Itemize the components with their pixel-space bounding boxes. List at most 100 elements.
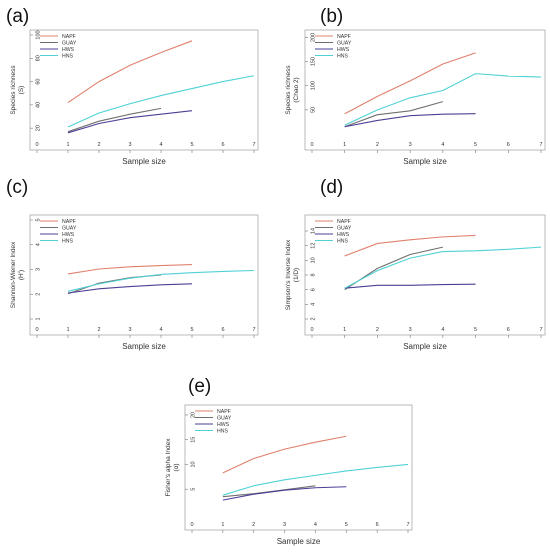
legend-entry: NAPF <box>62 219 76 225</box>
legend-entry: HNS <box>337 53 348 59</box>
y-axis-label-line: (Chao 2) <box>293 77 300 102</box>
series-line-napf <box>344 52 476 115</box>
x-tick-label: 5 <box>474 327 477 333</box>
y-tick-label: 20 <box>35 125 41 131</box>
panel-a: (a) 0 1 2 3 4 5 6 7 Sample size 20 40 60 80 100 Species… <box>6 6 259 166</box>
series-line-hws <box>344 283 476 289</box>
x-tick-label: 2 <box>376 142 379 148</box>
x-tick-label: 3 <box>128 327 131 333</box>
plot-frame <box>304 29 546 151</box>
y-axis-label: Species richness(Chao 2) <box>285 65 300 115</box>
x-tick-label: 4 <box>441 327 444 333</box>
plot-frame <box>29 29 259 151</box>
legend-entry: HWS <box>62 47 75 53</box>
legend-entry: HWS <box>337 47 350 53</box>
y-tick-label: 10 <box>310 257 316 263</box>
legend-entry: GUAY <box>337 40 352 46</box>
legend-entry: HNS <box>62 238 73 244</box>
legend-entry: GUAY <box>62 40 77 46</box>
panel-label: (e) <box>188 376 211 397</box>
series-line-hws <box>67 110 193 134</box>
y-axis-label-line: Fisher's alpha Index <box>165 438 172 497</box>
series-line-hns <box>67 75 255 128</box>
y-axis-label-line: (H') <box>18 270 25 280</box>
x-tick-label: 1 <box>66 327 69 333</box>
x-tick-label: 5 <box>474 142 477 148</box>
x-tick-label: 3 <box>409 327 412 333</box>
series-line-napf <box>222 435 347 474</box>
y-tick-label: 60 <box>35 79 41 85</box>
x-axis-label: Sample size <box>277 537 321 546</box>
y-tick-label: 14 <box>310 228 316 234</box>
x-tick-label: 6 <box>507 142 510 148</box>
legend-entry: HNS <box>217 428 228 434</box>
x-tick-label: 3 <box>283 522 286 528</box>
y-tick-label: 50 <box>310 107 316 113</box>
panel-b: (b) 0 1 2 3 4 5 6 7 Sample size 50 100 150 200 Species… <box>285 6 546 166</box>
x-tick-label: 7 <box>539 327 542 333</box>
x-tick-label: 1 <box>343 142 346 148</box>
x-tick-label: 6 <box>507 327 510 333</box>
y-tick-label: 2 <box>35 293 41 296</box>
x-tick-label: 0 <box>310 327 313 333</box>
y-axis-label: Simpson's Inverse Index(1/D) <box>285 239 300 310</box>
y-tick-label: 20 <box>190 412 196 418</box>
y-axis-label-line: (α) <box>173 463 180 471</box>
x-tick-label: 6 <box>221 142 224 148</box>
x-tick-label: 0 <box>35 327 38 333</box>
y-tick-label: 150 <box>310 57 316 66</box>
x-tick-label: 0 <box>190 522 193 528</box>
panel-label: (c) <box>6 177 28 198</box>
y-tick-label: 2 <box>310 317 316 320</box>
series-line-hws <box>67 283 193 294</box>
series-line-hns <box>344 73 542 126</box>
x-tick-label: 0 <box>310 142 313 148</box>
legend-entry: HNS <box>62 53 73 59</box>
y-axis-label-line: Species richness <box>285 65 292 115</box>
series-line-napf <box>67 264 193 275</box>
series-line-hns <box>67 269 255 292</box>
series-line-guay <box>344 101 444 128</box>
legend-entry: NAPF <box>337 219 351 225</box>
x-tick-label: 5 <box>190 142 193 148</box>
y-tick-label: 6 <box>310 288 316 291</box>
x-tick-label: 5 <box>190 327 193 333</box>
legend-entry: NAPF <box>217 409 231 415</box>
series-line-guay <box>67 107 162 133</box>
plot-frame <box>184 404 413 531</box>
y-tick-label: 40 <box>35 102 41 108</box>
x-tick-label: 6 <box>221 327 224 333</box>
x-tick-label: 4 <box>159 327 162 333</box>
x-tick-label: 6 <box>376 522 379 528</box>
y-axis-label-line: Shannon-Wiener Index <box>10 241 17 308</box>
y-axis-label: Fisher's alpha Index(α) <box>165 438 180 497</box>
legend-entry: NAPF <box>62 34 76 40</box>
y-tick-label: 4 <box>310 303 316 306</box>
x-tick-label: 2 <box>97 327 100 333</box>
x-axis-label: Sample size <box>403 342 447 351</box>
series-line-guay <box>344 246 443 291</box>
series-line-napf <box>67 40 193 104</box>
x-tick-label: 1 <box>66 142 69 148</box>
y-tick-label: 200 <box>310 33 316 42</box>
panel-c: (c) 0 1 2 3 4 5 6 7 Sample size 1 2 3 4 5 Shannon-Wiene… <box>6 177 259 351</box>
series-line-hns <box>222 463 409 496</box>
legend-entry: HWS <box>337 232 350 238</box>
panel-label: (d) <box>320 177 343 198</box>
y-tick-label: 4 <box>35 243 41 246</box>
x-tick-label: 7 <box>406 522 409 528</box>
x-axis-label: Sample size <box>403 157 447 166</box>
panel-e: (e) 0 1 2 3 4 5 6 7 Sample size 5 10 15 20 Fisher's al… <box>165 376 413 546</box>
series-line-hws <box>222 486 347 501</box>
legend-entry: GUAY <box>217 415 232 421</box>
panel-label: (a) <box>6 6 29 27</box>
legend-entry: HNS <box>337 238 348 244</box>
x-tick-label: 3 <box>409 142 412 148</box>
y-tick-label: 10 <box>190 461 196 467</box>
x-tick-label: 4 <box>441 142 444 148</box>
x-tick-label: 2 <box>252 522 255 528</box>
y-tick-label: 80 <box>35 55 41 61</box>
x-tick-label: 2 <box>376 327 379 333</box>
